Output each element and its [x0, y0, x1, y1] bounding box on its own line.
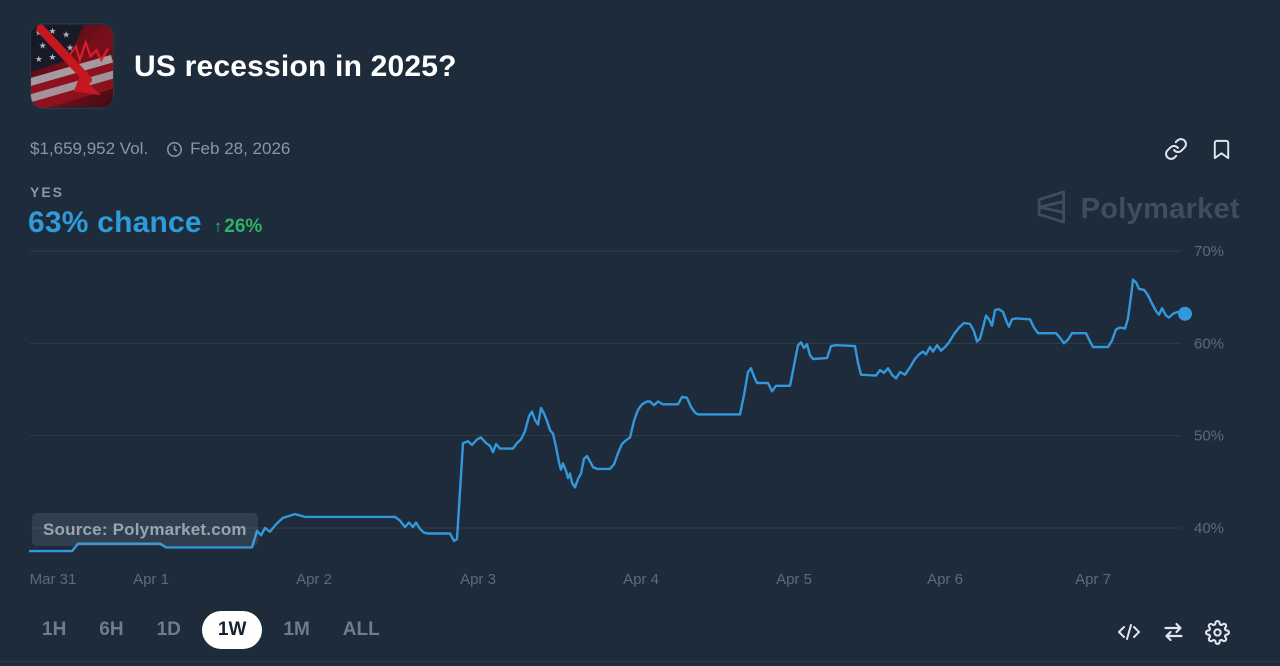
gear-icon: [1204, 619, 1230, 645]
clock-icon: [166, 141, 183, 158]
svg-text:★: ★: [39, 41, 47, 51]
link-icon: [1164, 137, 1188, 161]
volume-label: $1,659,952 Vol.: [30, 139, 149, 158]
bookmark-icon: [1210, 137, 1233, 162]
x-axis-label-mar-31: Mar 31: [30, 571, 77, 588]
svg-text:★: ★: [49, 27, 57, 37]
chance-row: 63% chance ↑ 26%: [28, 206, 262, 240]
compare-button[interactable]: [1160, 619, 1186, 645]
market-actions: [1163, 136, 1234, 162]
yes-price-line: [28, 278, 1187, 553]
y-axis-label-40pct: 40%: [1194, 520, 1224, 537]
chance-value: 63% chance: [28, 206, 202, 239]
timeframe-button-1d[interactable]: 1D: [145, 611, 193, 649]
svg-text:★: ★: [66, 43, 74, 53]
flag-crash-art: ★★★ ★★★ ★★: [31, 24, 113, 108]
x-axis-label-apr-7: Apr 7: [1075, 571, 1111, 588]
embed-button[interactable]: [1116, 619, 1142, 645]
current-price-dot: [1178, 306, 1192, 321]
polymarket-watermark-text: Polymarket: [1080, 193, 1240, 225]
up-arrow-icon: ↑: [213, 217, 223, 236]
y-axis-label-70pct: 70%: [1194, 246, 1224, 260]
timeframe-button-1m[interactable]: 1M: [271, 611, 321, 649]
change-value: 26%: [224, 216, 263, 237]
timeframe-button-1w[interactable]: 1W: [201, 611, 263, 649]
x-axis-label-apr-4: Apr 4: [623, 571, 659, 588]
market-stats: $1,659,952 Vol. Feb 28, 2026: [30, 139, 290, 159]
chance-change: ↑ 26%: [214, 216, 263, 238]
outcome-label: YES: [30, 184, 65, 200]
price-chart[interactable]: 40% 50% 60% 70% Mar 31 Apr 1 Apr 2 Apr 3 Apr 4 Ap…: [0, 246, 1280, 600]
x-axis-label-apr-3: Apr 3: [460, 571, 496, 588]
svg-text:★: ★: [62, 31, 70, 41]
copy-link-button[interactable]: [1163, 136, 1189, 162]
x-axis-label-apr-2: Apr 2: [296, 571, 332, 588]
polymarket-watermark: Polymarket: [1032, 187, 1240, 232]
svg-text:★: ★: [49, 53, 57, 63]
svg-text:★: ★: [35, 55, 43, 65]
timeframe-button-1h[interactable]: 1H: [30, 611, 78, 649]
x-axis-label-apr-1: Apr 1: [133, 571, 169, 588]
polymarket-logo-icon: [1032, 187, 1070, 232]
timeframe-button-6h[interactable]: 6H: [87, 611, 135, 649]
market-thumbnail: ★★★ ★★★ ★★: [31, 24, 113, 108]
source-attribution: Source: Polymarket.com: [32, 513, 258, 546]
y-axis-label-60pct: 60%: [1194, 335, 1224, 352]
settings-button[interactable]: [1204, 619, 1230, 645]
bookmark-button[interactable]: [1208, 136, 1234, 162]
code-embed-icon: [1116, 620, 1142, 644]
x-axis-label-apr-6: Apr 6: [927, 571, 963, 588]
timeframe-selector: 1H 6H 1D 1W 1M ALL: [30, 611, 392, 649]
y-axis-label-50pct: 50%: [1194, 428, 1224, 445]
chart-actions: [1116, 619, 1230, 645]
market-title: US recession in 2025?: [134, 50, 457, 83]
timeframe-button-all[interactable]: ALL: [331, 611, 392, 649]
end-date-label: Feb 28, 2026: [190, 139, 291, 158]
svg-text:★: ★: [35, 29, 43, 39]
x-axis-label-apr-5: Apr 5: [776, 571, 812, 588]
section-divider: [0, 661, 1280, 662]
swap-arrows-icon: [1161, 620, 1186, 644]
